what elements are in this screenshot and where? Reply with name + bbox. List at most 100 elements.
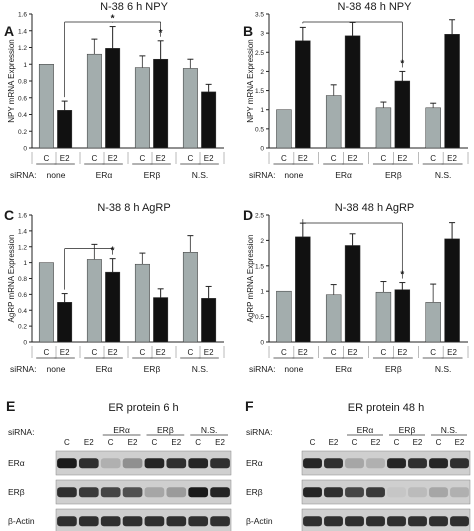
blot-band <box>324 516 343 527</box>
chart-panel-c: C N-38 8 h AgRP 0 0.2 0.4 0.6 0.8 1 1.2 1.4 1.6 AgR… <box>4 202 225 374</box>
y-tick-label: 0 <box>23 340 27 347</box>
y-tick-label: 1 <box>23 62 27 69</box>
y-tick-label: 1 <box>260 107 264 114</box>
x-tick-label: C <box>430 348 436 357</box>
blot-row-label: ERβ <box>8 487 25 497</box>
bar <box>201 298 217 343</box>
group-label: none <box>284 364 303 374</box>
bar <box>444 238 460 343</box>
bar <box>134 263 150 343</box>
sirna-row-label: siRNA: <box>10 364 36 374</box>
group-label: ERα <box>113 425 130 435</box>
blot-band <box>188 516 209 527</box>
bar <box>153 58 169 149</box>
y-tick-label: 0.8 <box>18 276 27 283</box>
blot-band <box>122 516 143 527</box>
significance-star: * <box>111 14 115 25</box>
lane-label: E2 <box>371 438 381 447</box>
y-tick-label: 0.4 <box>18 112 27 119</box>
bar <box>153 297 169 343</box>
blot-row-label: ERα <box>246 458 263 468</box>
y-tick-label: 0.6 <box>18 292 27 299</box>
group-label: ERβ <box>144 364 161 374</box>
group-label: ERα <box>357 425 374 435</box>
bar <box>105 271 121 343</box>
blot-band <box>188 487 209 498</box>
blot-band <box>429 458 448 469</box>
blot-band <box>450 458 469 469</box>
x-tick-label: E2 <box>60 348 70 357</box>
lane-label: E2 <box>171 438 181 447</box>
x-tick-label: C <box>140 348 146 357</box>
blot-band <box>210 487 230 498</box>
blot-band <box>166 487 187 498</box>
blot-band <box>408 487 427 498</box>
group-label: N.S. <box>192 170 209 180</box>
blot-band <box>144 458 165 469</box>
blot-band <box>303 458 322 469</box>
group-label: N.S. <box>435 364 452 374</box>
bar <box>394 80 411 149</box>
blot-band <box>366 458 385 469</box>
blot-band <box>366 487 385 498</box>
y-tick-label: 0.2 <box>18 324 27 331</box>
blot-band <box>122 458 143 469</box>
bar <box>325 95 342 149</box>
blot-band <box>100 487 121 498</box>
blot-strip <box>301 508 471 531</box>
panel-letter: A <box>4 23 14 39</box>
lane-label: E2 <box>413 438 423 447</box>
x-tick-label: C <box>381 154 387 163</box>
x-tick-label: E2 <box>108 348 118 357</box>
lane-label: E2 <box>84 438 94 447</box>
significance-star: * <box>111 246 115 257</box>
y-tick-label: 1.6 <box>18 12 27 19</box>
sirna-row-label: siRNA: <box>246 427 272 437</box>
y-axis-label: AgRP mRNA Expression <box>246 235 255 323</box>
blot-band <box>166 516 187 527</box>
blot-band <box>210 458 230 469</box>
panel-letter: C <box>4 207 14 223</box>
y-tick-label: 0.6 <box>18 95 27 102</box>
blot-band <box>100 458 121 469</box>
group-label: ERα <box>96 170 113 180</box>
y-tick-label: 1 <box>260 289 264 296</box>
blot-band <box>78 516 99 527</box>
blot-band <box>366 516 385 527</box>
x-tick-label: E2 <box>298 154 308 163</box>
y-axis-label: NPY mRNA Expression <box>246 39 255 122</box>
lane-label: E2 <box>215 438 225 447</box>
group-label: none <box>47 364 66 374</box>
blot-band <box>100 516 121 527</box>
bar <box>375 291 392 343</box>
group-label: ERβ <box>399 425 416 435</box>
x-tick-label: E2 <box>108 154 118 163</box>
bar <box>344 245 361 343</box>
group-label: ERβ <box>385 364 402 374</box>
bar <box>57 302 73 343</box>
group-label: N.S. <box>192 364 209 374</box>
lane-label: C <box>310 438 316 447</box>
chart-title: N-38 48 h NPY <box>338 1 413 13</box>
group-label: N.S. <box>441 425 458 435</box>
bar <box>425 107 441 149</box>
blot-band <box>387 458 406 469</box>
significance-star: * <box>159 28 163 39</box>
blot-band <box>166 458 187 469</box>
blot-band <box>450 516 469 527</box>
group-label: ERα <box>335 364 352 374</box>
y-tick-label: 1.4 <box>18 28 27 35</box>
y-tick-label: 2.5 <box>255 50 264 57</box>
y-tick-label: 2.5 <box>255 213 264 220</box>
bar <box>86 53 102 149</box>
bar <box>201 91 217 149</box>
bar <box>276 290 292 343</box>
y-tick-label: 0.4 <box>18 308 27 315</box>
y-tick-label: 2 <box>260 69 264 76</box>
x-tick-label: E2 <box>447 348 457 357</box>
panel-letter: E <box>6 398 15 414</box>
blot-band <box>345 458 364 469</box>
chart-title: N-38 8 h AgRP <box>97 202 170 214</box>
